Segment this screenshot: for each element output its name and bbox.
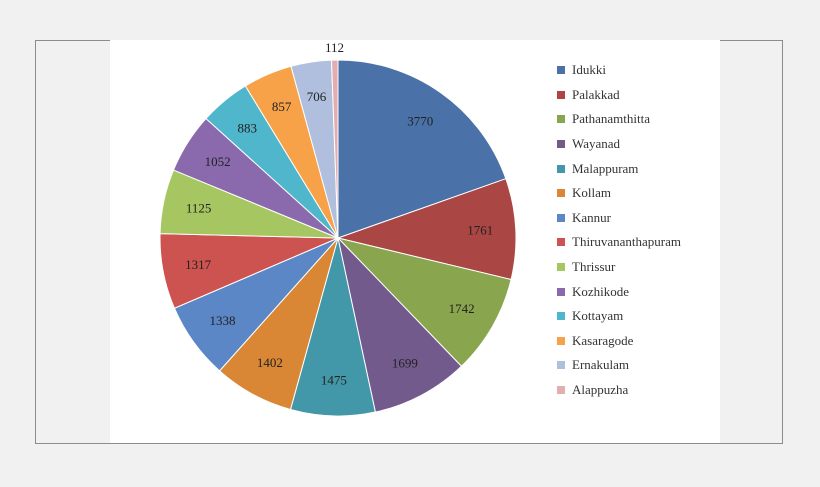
legend-label: Kollam bbox=[572, 185, 611, 201]
legend-item-idukki: Idukki bbox=[557, 58, 757, 83]
data-label-ernakulam: 706 bbox=[307, 89, 327, 104]
data-label-wayanad: 1699 bbox=[392, 356, 418, 371]
legend-swatch bbox=[557, 263, 565, 272]
legend-item-wayanad: Wayanad bbox=[557, 132, 757, 157]
legend-item-ernakulam: Ernakulam bbox=[557, 353, 757, 378]
legend-swatch bbox=[557, 66, 565, 75]
legend-label: Kozhikode bbox=[572, 283, 630, 299]
data-label-kollam: 1402 bbox=[257, 355, 283, 370]
data-label-thiruvananthapuram: 1317 bbox=[185, 257, 212, 272]
data-label-palakkad: 1761 bbox=[467, 223, 493, 238]
data-label-thrissur: 1125 bbox=[186, 201, 212, 216]
legend-item-kasaragode: Kasaragode bbox=[557, 329, 757, 354]
data-label-kannur: 1338 bbox=[209, 313, 235, 328]
data-label-kozhikode: 1052 bbox=[205, 154, 231, 169]
legend-label: Pathanamthitta bbox=[572, 111, 650, 127]
legend-item-kollam: Kollam bbox=[557, 181, 757, 206]
legend-item-alappuzha: Alappuzha bbox=[557, 378, 757, 403]
legend-label: Thiruvananthapuram bbox=[572, 234, 682, 250]
data-label-pathanamthitta: 1742 bbox=[449, 301, 475, 316]
legend-label: Kannur bbox=[572, 209, 611, 225]
legend-swatch bbox=[557, 115, 565, 124]
legend-swatch bbox=[557, 189, 565, 198]
legend-label: Kasaragode bbox=[572, 332, 634, 348]
pie-slices bbox=[159, 59, 517, 417]
legend-swatch bbox=[557, 140, 565, 149]
legend-item-pathanamthitta: Pathanamthitta bbox=[557, 107, 757, 132]
legend-swatch bbox=[557, 90, 565, 99]
legend-swatch bbox=[557, 238, 565, 247]
data-label-idukki: 3770 bbox=[407, 114, 433, 129]
pie-data-labels: 3770 1761 1742 1699 1475 1402 1338 1317 1125 1052… bbox=[185, 40, 493, 387]
legend-swatch bbox=[557, 361, 565, 370]
legend-item-kannur: Kannur bbox=[557, 206, 757, 231]
legend-swatch bbox=[557, 213, 565, 222]
legend-swatch bbox=[557, 312, 565, 321]
legend-label: Idukki bbox=[572, 62, 606, 78]
legend-label: Malappuram bbox=[572, 160, 639, 176]
data-label-kottayam: 883 bbox=[237, 120, 257, 135]
legend-label: Palakkad bbox=[572, 86, 620, 102]
legend: Idukki Palakkad Pathanamthitta Wayanad Malap… bbox=[557, 58, 757, 402]
legend-item-kottayam: Kottayam bbox=[557, 304, 757, 329]
legend-label: Ernakulam bbox=[572, 357, 630, 373]
pie-slice-wayanad bbox=[337, 236, 463, 413]
legend-label: Alappuzha bbox=[572, 382, 629, 398]
legend-item-thiruvananthapuram: Thiruvananthapuram bbox=[557, 230, 757, 255]
data-label-alappuzha: 112 bbox=[325, 40, 344, 55]
data-label-kasaragode: 857 bbox=[272, 99, 292, 114]
data-label-malappuram: 1475 bbox=[321, 372, 347, 387]
pie-slice-alappuzha bbox=[330, 59, 339, 239]
legend-swatch bbox=[557, 164, 565, 173]
legend-label: Wayanad bbox=[572, 136, 621, 152]
pie-slice-palakkad bbox=[336, 178, 517, 281]
legend-label: Kottayam bbox=[572, 308, 624, 324]
legend-item-palakkad: Palakkad bbox=[557, 83, 757, 108]
legend-swatch bbox=[557, 386, 565, 395]
legend-item-kozhikode: Kozhikode bbox=[557, 279, 757, 304]
pie-slice-pathanamthitta bbox=[336, 237, 512, 367]
legend-swatch bbox=[557, 336, 565, 345]
legend-item-thrissur: Thrissur bbox=[557, 255, 757, 280]
legend-item-malappuram: Malappuram bbox=[557, 156, 757, 181]
legend-label: Thrissur bbox=[572, 259, 616, 275]
legend-swatch bbox=[557, 287, 565, 296]
